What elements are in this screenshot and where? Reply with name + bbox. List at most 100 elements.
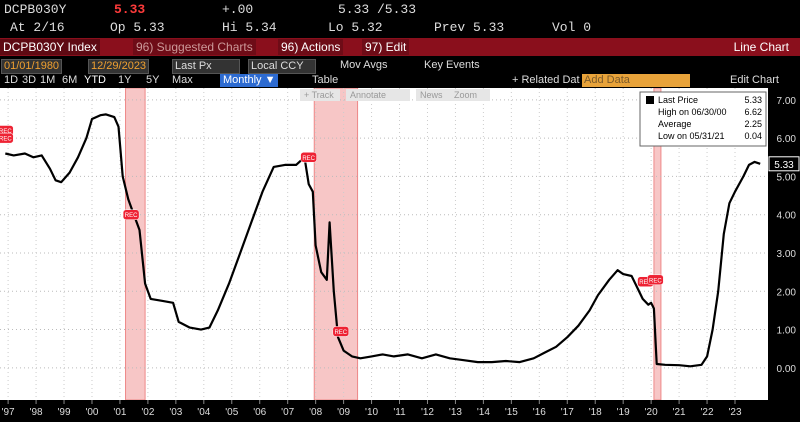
y-tick-label: 6.00 [777, 134, 797, 145]
period-button[interactable]: 5Y [146, 74, 160, 86]
tool-button[interactable] [416, 89, 456, 101]
add-data[interactable]: Add Data [582, 74, 690, 87]
x-tick-label: '18 [589, 407, 602, 418]
last-price-flag [768, 156, 800, 172]
legend-label: High on 06/30/00 [658, 107, 727, 117]
event-label: REC [0, 137, 12, 143]
y-tick-label: 4.00 [777, 211, 797, 222]
y-tick-label: 2.00 [777, 287, 797, 298]
x-tick-label: '99 [57, 407, 70, 418]
event-label: REC [125, 213, 138, 219]
event-marker: REC [122, 209, 140, 220]
period-button[interactable]: 1M [40, 74, 56, 86]
prev: Prev 5.33 [434, 20, 505, 35]
event-label: REC [649, 278, 662, 284]
event-label: REC [302, 156, 315, 162]
tool-label[interactable]: News [420, 90, 443, 100]
x-tick-label: '05 [225, 407, 238, 418]
event-box [0, 132, 14, 144]
x-tick-label: '07 [281, 407, 294, 418]
y-axis-background [768, 88, 800, 422]
suggested-charts[interactable]: 96) Suggested Charts [133, 39, 256, 55]
period-button[interactable]: YTD [84, 74, 106, 86]
change: +.00 [222, 2, 254, 17]
event-label: REC [334, 330, 347, 336]
y-tick-label: 0.00 [777, 364, 797, 375]
tool-button[interactable] [346, 89, 410, 101]
x-tick-label: '21 [673, 407, 686, 418]
time: At 2/16 [10, 20, 65, 35]
legend-box [639, 91, 767, 147]
x-tick-label: '08 [309, 407, 322, 418]
x-tick-label: '23 [728, 407, 741, 418]
legend-value: 2.25 [744, 119, 762, 129]
y-tick-label: 1.00 [777, 326, 797, 337]
event-box [122, 209, 140, 220]
high: Hi 5.34 [222, 20, 277, 35]
legend-swatch [646, 96, 654, 104]
edit[interactable]: 97) Edit [362, 39, 410, 55]
tool-label[interactable]: Annotate [350, 90, 386, 100]
x-tick-label: '20 [645, 407, 658, 418]
bid-ask: 5.33 /5.33 [338, 2, 417, 17]
open: Op 5.33 [110, 20, 165, 35]
event-label: REC [639, 280, 652, 286]
x-tick-label: '98 [30, 407, 43, 418]
currency[interactable]: Local CCY [248, 59, 316, 74]
ticker: DCPB030Y [4, 2, 67, 17]
event-marker: REC [332, 326, 350, 337]
frequency[interactable]: Monthly ▼ [220, 74, 279, 87]
x-tick-label: '04 [197, 407, 210, 418]
volume: Vol 0 [552, 20, 592, 35]
tool-button[interactable] [450, 89, 490, 101]
legend-value: 0.04 [744, 131, 762, 141]
edit-chart[interactable]: Edit Chart [730, 74, 779, 86]
x-tick-label: '11 [393, 407, 406, 418]
event-marker: REC [300, 152, 317, 163]
table[interactable]: Table [312, 74, 339, 86]
legend-label: Low on 05/31/21 [658, 131, 725, 141]
legend-value: 6.62 [744, 107, 762, 117]
x-axis-background [0, 400, 800, 422]
x-tick-label: '17 [561, 407, 574, 418]
last-price-label: 5.33 [774, 160, 794, 171]
security[interactable]: DCPB030Y Index [0, 39, 100, 55]
tool-label[interactable]: Zoom [454, 90, 477, 100]
event-marker: REC [0, 132, 14, 144]
mov-avgs[interactable]: Mov Avgs [340, 59, 388, 71]
legend-label: Average [658, 119, 691, 129]
price-line [5, 113, 761, 368]
last-price: 5.33 [114, 2, 146, 17]
chart: 0.00 1.00 2.00 3.00 4.00 5.00 6.00 7.00 '97 '98 '9… [0, 88, 800, 422]
y-tick-label: 3.00 [777, 249, 797, 260]
end-date[interactable]: 12/29/2023 [88, 59, 150, 74]
key-events[interactable]: Key Events [424, 59, 480, 71]
recession-band [125, 88, 146, 401]
actions[interactable]: 96) Actions [278, 39, 344, 55]
start-date[interactable]: 01/01/1980 [1, 59, 63, 74]
x-tick-label: '02 [141, 407, 154, 418]
x-tick-label: '19 [617, 407, 630, 418]
period-button[interactable]: 1Y [118, 74, 132, 86]
event-box [300, 152, 317, 163]
event-marker: REC [647, 274, 664, 286]
x-tick-label: '06 [253, 407, 266, 418]
period-button[interactable]: 3D [22, 74, 37, 86]
period-button[interactable]: 6M [62, 74, 78, 86]
x-tick-label: '14 [477, 407, 490, 418]
event-box [647, 274, 664, 286]
x-tick-label: '13 [449, 407, 462, 418]
related-data[interactable]: + Related Dat [512, 74, 580, 86]
x-tick-label: '22 [701, 407, 714, 418]
field[interactable]: Last Px [172, 59, 240, 74]
x-tick-label: '10 [365, 407, 378, 418]
period-button[interactable]: 1D [4, 74, 19, 86]
y-tick-label: 7.00 [777, 96, 797, 107]
event-box [332, 326, 350, 337]
legend-value: 5.33 [744, 95, 762, 105]
x-tick-label: '97 [2, 407, 15, 418]
period-button[interactable]: Max [172, 74, 193, 86]
tool-label[interactable]: + Track [304, 90, 334, 100]
tool-button[interactable] [300, 89, 340, 101]
x-tick-label: '03 [169, 407, 182, 418]
